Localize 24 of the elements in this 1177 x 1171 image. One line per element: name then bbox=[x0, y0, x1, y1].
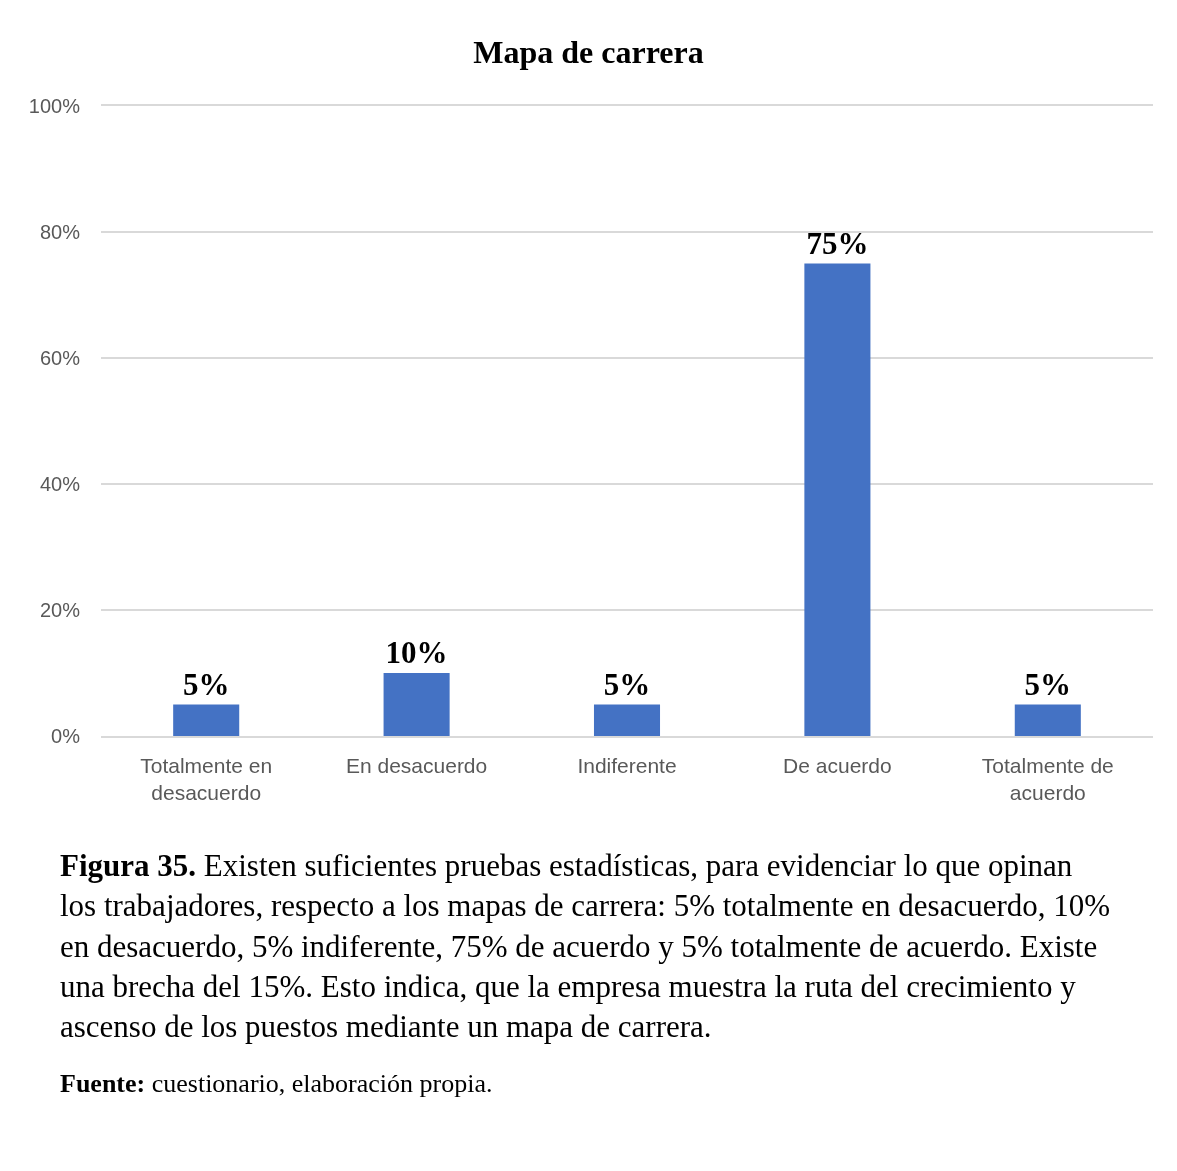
x-tick-label: De acuerdo bbox=[783, 753, 892, 777]
bar bbox=[804, 263, 871, 736]
text: Figura 35. Existen suficientes pruebas estadísticas, para evidenciar lo que opinan los trabajadores, respecto a los mapas de carrera: 5% totalmente en desacuerdo, 10% en desacuerdo, 5% indiferente, 75% de acuerdo y 5% totalmente de acuerdo. Existe una brecha del 15%. Esto indica, que la empresa muestra la ruta del crecimiento y ascenso de los puestos mediante un mapa de carrera. bbox=[60, 848, 1111, 1045]
bar bbox=[593, 704, 661, 736]
x-tick-label: Totalmente en desacuerdo bbox=[140, 753, 273, 805]
bar bbox=[1014, 704, 1081, 736]
chart-title: Mapa de carrera bbox=[473, 34, 704, 71]
y-tick-label: 80% bbox=[39, 221, 81, 243]
y-tick-label: 60% bbox=[39, 347, 81, 369]
y-tick-label: 0% bbox=[51, 725, 81, 747]
bar bbox=[383, 673, 450, 736]
data-label: 5% bbox=[1024, 666, 1072, 702]
x-tick-label: Totalmente de acuerdo bbox=[981, 753, 1114, 805]
source-note: Fuente: cuestionario, elaboración propia. bbox=[60, 1069, 493, 1098]
bar bbox=[173, 704, 240, 736]
data-label: 5% bbox=[182, 666, 230, 702]
data-label: 10% bbox=[385, 635, 448, 670]
data-label: 5% bbox=[603, 666, 651, 702]
x-tick-label: Indiferente bbox=[577, 753, 677, 777]
data-label: 75% bbox=[806, 225, 869, 261]
x-tick-label: En desacuerdo bbox=[345, 753, 488, 777]
y-tick-label: 20% bbox=[39, 599, 81, 621]
y-tick-label: 100% bbox=[28, 95, 81, 117]
y-tick-label: 40% bbox=[39, 473, 81, 495]
